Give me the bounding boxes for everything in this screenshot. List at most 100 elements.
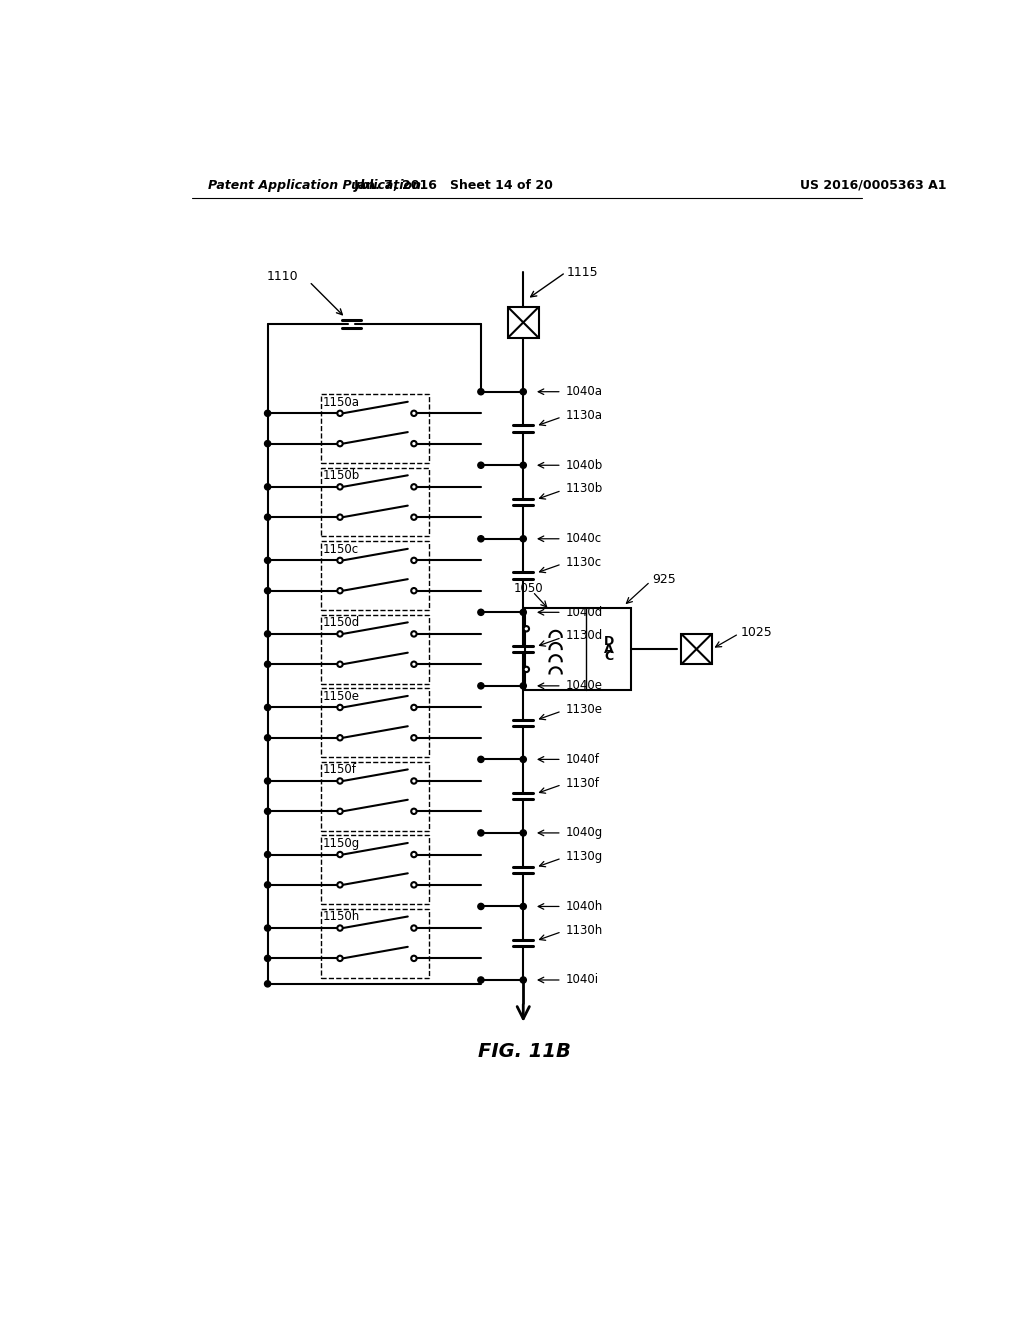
Circle shape [337,882,343,887]
Circle shape [264,557,270,564]
Text: 1130d: 1130d [565,630,603,643]
Circle shape [264,705,270,710]
Text: A: A [604,643,613,656]
Circle shape [337,557,343,564]
Text: 1150c: 1150c [323,543,358,556]
Circle shape [337,705,343,710]
Circle shape [412,557,417,564]
Text: 1150b: 1150b [323,469,359,482]
Text: FIG. 11B: FIG. 11B [478,1041,571,1061]
Text: 1050: 1050 [514,582,544,595]
Text: 1130e: 1130e [565,704,602,715]
Text: 925: 925 [652,573,677,586]
Text: 1150a: 1150a [323,396,359,409]
Circle shape [412,735,417,741]
Circle shape [478,388,484,395]
Bar [524,609,631,689]
Circle shape [412,515,417,520]
Circle shape [412,809,417,814]
Text: 1040f: 1040f [565,752,599,766]
Text: 1150h: 1150h [323,911,359,923]
Circle shape [264,483,270,490]
Text: 1040h: 1040h [565,900,603,913]
Circle shape [478,462,484,469]
Text: 1130a: 1130a [565,409,602,422]
Text: 1150e: 1150e [323,689,359,702]
Text: 1040i: 1040i [565,973,599,986]
Circle shape [520,977,526,983]
Text: 1150g: 1150g [323,837,359,850]
Circle shape [523,667,529,672]
Text: 1040c: 1040c [565,532,602,545]
Circle shape [264,513,270,520]
Circle shape [412,631,417,636]
Circle shape [264,587,270,594]
Circle shape [520,388,526,395]
Circle shape [412,484,417,490]
Text: 1040d: 1040d [565,606,603,619]
Circle shape [520,682,526,689]
Circle shape [337,515,343,520]
Bar [321,688,429,758]
Text: 1130g: 1130g [565,850,603,863]
Circle shape [337,587,343,594]
Text: 1040e: 1040e [565,680,602,693]
Circle shape [412,882,417,887]
Circle shape [520,462,526,469]
Bar [321,467,429,536]
Circle shape [412,587,417,594]
Circle shape [337,851,343,857]
Text: 1130b: 1130b [565,482,603,495]
Circle shape [337,925,343,931]
Circle shape [412,956,417,961]
Text: 1115: 1115 [567,265,599,279]
Circle shape [337,661,343,667]
Circle shape [523,626,529,631]
Text: 1130c: 1130c [565,556,602,569]
Circle shape [264,777,270,784]
Circle shape [478,903,484,909]
Circle shape [264,735,270,741]
Bar [681,634,712,664]
Text: D: D [603,635,613,648]
Bar [321,541,429,610]
Circle shape [520,903,526,909]
Circle shape [264,808,270,814]
Circle shape [337,735,343,741]
Circle shape [337,484,343,490]
Text: C: C [604,651,613,663]
Circle shape [412,779,417,784]
Bar [321,908,429,978]
Bar [321,395,429,463]
Circle shape [478,536,484,543]
Circle shape [264,441,270,446]
Text: 1150f: 1150f [323,763,356,776]
Circle shape [337,809,343,814]
Text: 1110: 1110 [266,269,298,282]
Circle shape [264,981,270,987]
Circle shape [478,610,484,615]
Circle shape [264,631,270,638]
Circle shape [412,661,417,667]
Text: US 2016/0005363 A1: US 2016/0005363 A1 [801,178,947,191]
Bar [321,836,429,904]
Circle shape [478,756,484,763]
Circle shape [264,411,270,416]
Circle shape [264,925,270,931]
Text: 1040b: 1040b [565,459,603,471]
Text: 1040a: 1040a [565,385,602,399]
Text: 1130f: 1130f [565,776,599,789]
Circle shape [264,851,270,858]
Text: 1150d: 1150d [323,616,359,630]
Bar [321,762,429,830]
Text: 1040g: 1040g [565,826,603,840]
Circle shape [412,411,417,416]
Circle shape [520,756,526,763]
Circle shape [478,830,484,836]
Text: 1025: 1025 [740,626,772,639]
Circle shape [520,536,526,543]
Circle shape [412,441,417,446]
Text: Jan. 7, 2016   Sheet 14 of 20: Jan. 7, 2016 Sheet 14 of 20 [354,178,554,191]
Circle shape [337,956,343,961]
Circle shape [337,441,343,446]
